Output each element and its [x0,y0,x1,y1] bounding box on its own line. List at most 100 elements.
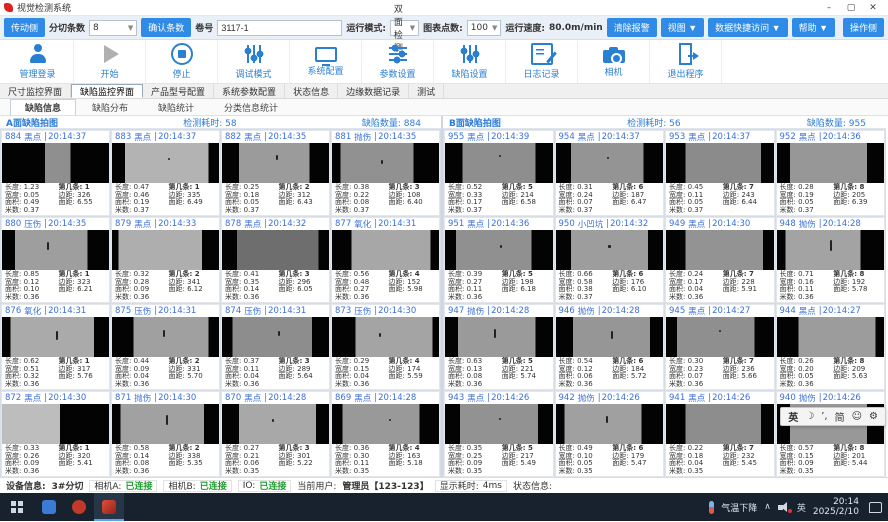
operator-side-button[interactable]: 操作侧 [842,18,884,37]
weather-text[interactable]: 气温下降 [721,503,758,514]
taskbar-clock[interactable]: 20:14 2025/2/10 [813,497,859,517]
ime-punctuation-toggle[interactable]: ’, [821,411,828,422]
minimize-button[interactable]: – [826,2,832,13]
sub-tab-2[interactable]: 缺陷统计 [158,103,195,114]
slit-count-select[interactable]: 8 ▼ [89,19,138,36]
action-button-sliders-v[interactable]: 缺陷设置 [434,40,506,83]
main-tab-2[interactable]: 产品型号配置 [143,84,215,98]
ime-language-indicator[interactable]: 英 [796,503,806,514]
defect-id: 882 [225,132,242,142]
drive-side-button[interactable]: 传动侧 [4,18,46,37]
measure-value: 0.19 [133,198,150,207]
ime-emoji-icon[interactable]: ☺ [851,411,863,422]
main-tab-5[interactable]: 边缘数据记录 [338,84,410,98]
help-menu-button[interactable]: 帮助 ▼ [791,18,835,37]
main-tab-3[interactable]: 系统参数配置 [214,84,286,98]
defect-position: 第几条: 3 边距: 296 面距: 6.05 [279,271,326,301]
confirm-count-button[interactable]: 确认条数 [141,18,192,37]
taskbar-app-2[interactable] [64,493,94,521]
action-button-tune[interactable]: 调试模式 [218,40,290,83]
view-menu-button[interactable]: 视图 ▼ [660,18,705,37]
sub-tab-3[interactable]: 分类信息统计 [224,103,279,114]
measure-value: 0.36 [353,292,370,301]
roll-label: 卷号 [195,24,214,34]
close-button[interactable]: ✕ [869,2,877,13]
position-row: 面距: 5.72 [612,372,660,380]
maximize-button[interactable]: ▢ [846,2,856,13]
main-tab-0[interactable]: 尺寸监控界面 [0,84,72,98]
sub-tab-0[interactable]: 缺陷信息 [10,99,77,115]
clear-alarm-button[interactable]: 清除报警 [606,18,657,37]
defect-type: 氧化 [354,220,372,230]
position-label: 第几条: [833,444,858,453]
action-button-camera[interactable]: 相机 [578,40,650,83]
main-tab-1[interactable]: 缺陷监控界面 [71,84,144,98]
main-tab-6[interactable]: 测试 [409,84,445,98]
position-label: 边距: [612,451,629,460]
measure-row: 面积: 0.08 [448,372,502,380]
position-row: 边距: 296 [279,278,326,286]
roll-number-input[interactable] [217,19,343,36]
start-button[interactable] [0,493,34,521]
tray-expand-icon[interactable]: ∧ [764,502,771,512]
main-tab-4[interactable]: 状态信息 [285,84,339,98]
ime-moon-icon[interactable]: ☽ [805,411,815,422]
sub-tab-1[interactable]: 缺陷分布 [92,103,129,114]
run-mode-select[interactable]: 双面检测▼ [389,5,420,54]
position-label: 面距: [58,198,75,207]
measure-row: 长度: 0.36 [335,445,389,452]
action-button-sliders-h[interactable]: 参数设置 [362,40,434,83]
position-label: 第几条: [612,357,637,366]
notification-center-icon[interactable] [869,501,882,513]
action-button-monitor[interactable]: 系统配置 [290,40,362,83]
action-button-log[interactable]: 日志记录 [506,40,578,83]
action-button-exit[interactable]: 退出程序 [650,40,722,83]
action-button-stop[interactable]: 停止 [146,40,218,83]
defect-type: 抛伤 [134,394,152,404]
speaker-muted-icon[interactable] [777,502,792,513]
chart-points-select[interactable]: 100 ▼ [466,19,502,36]
action-button-user[interactable]: 管理登录 [2,40,74,83]
taskbar-app-active[interactable] [94,493,124,521]
data-quick-access-menu-button[interactable]: 数据快捷访问 ▼ [708,18,788,37]
action-button-play[interactable]: 开始 [74,40,146,83]
taskbar-app-1[interactable] [34,493,64,521]
ime-english-toggle[interactable]: 英 [788,413,799,424]
position-label: 第几条: [388,357,413,366]
position-value: 2 [194,357,200,366]
ime-settings-gear-icon[interactable]: ⚙ [869,411,878,422]
ime-simplified-toggle[interactable]: 简 [834,413,845,424]
